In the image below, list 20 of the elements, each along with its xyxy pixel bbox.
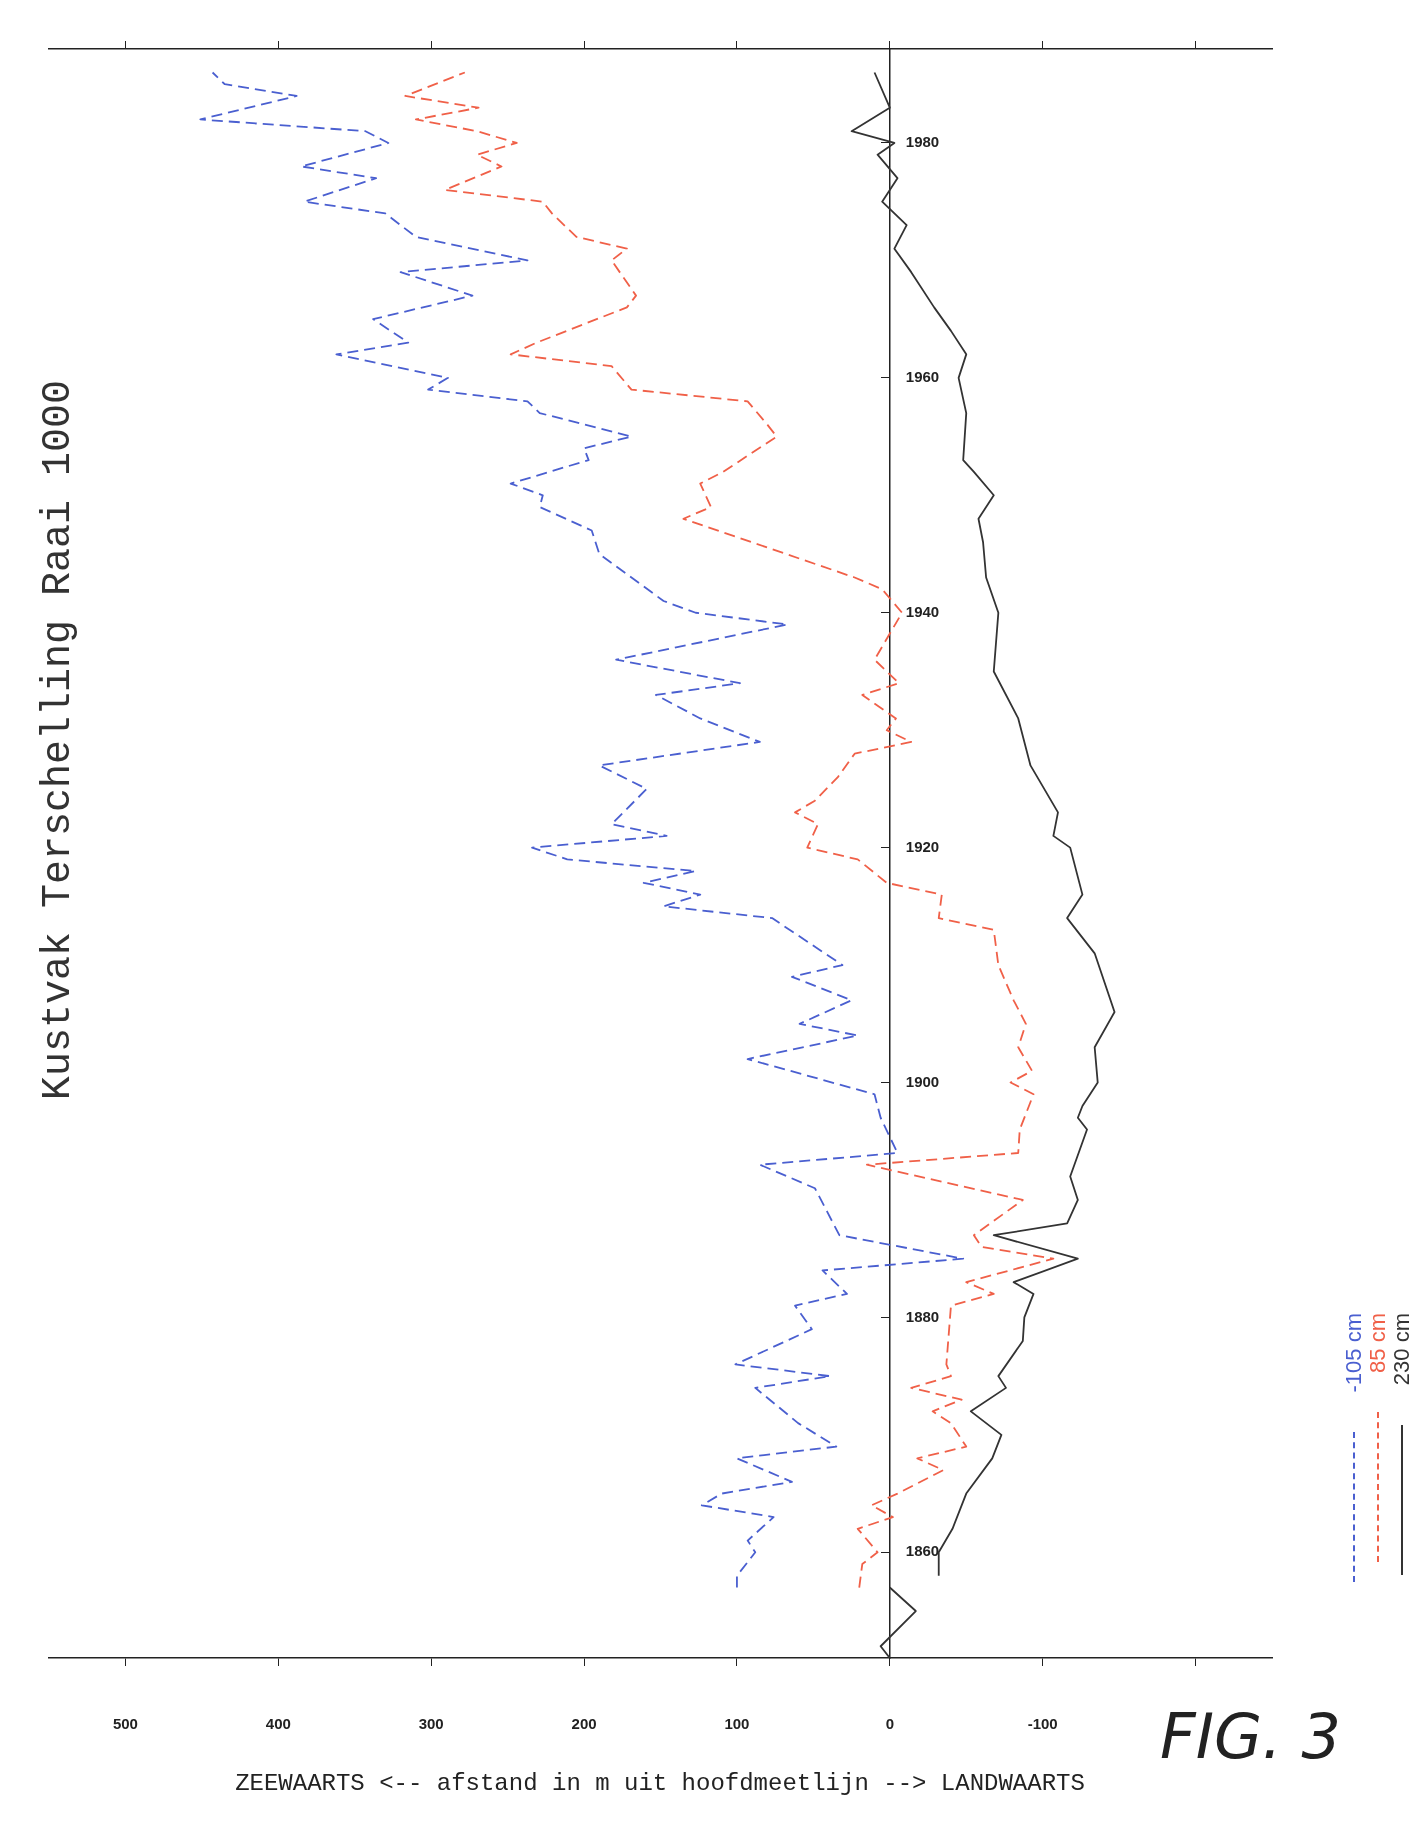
- x-tick-label: 500: [112, 1715, 138, 1733]
- y-tick-label: 1980: [905, 133, 940, 151]
- text: Kustvak Terschelling Raai 1000: [36, 380, 81, 1101]
- caption: FIG. 3: [1160, 1700, 1341, 1773]
- x-tick-label: 100: [724, 1715, 750, 1733]
- text: 85 cm: [1365, 1312, 1391, 1373]
- y-tick-label: 1880: [905, 1307, 940, 1325]
- x-tick-label: 300: [418, 1715, 444, 1733]
- x-tick-label: 200: [571, 1715, 597, 1733]
- y-tick-label: 1860: [905, 1542, 940, 1560]
- x-tick-label: -100: [1027, 1715, 1058, 1733]
- x-tick-label: 400: [265, 1715, 291, 1733]
- x-axis-title: ZEEWAARTS <-- afstand in m uit hoofdmeetlijn --> LANDWAARTS: [234, 1770, 1086, 1797]
- y-tick-label: 1900: [905, 1072, 940, 1090]
- text: 230 cm: [1389, 1312, 1415, 1385]
- y-tick-label: 1920: [905, 837, 940, 855]
- text: -105 cm: [1341, 1312, 1367, 1392]
- y-tick-label: 1940: [905, 602, 940, 620]
- x-tick-label: 0: [885, 1715, 894, 1733]
- y-tick-label: 1960: [905, 367, 940, 385]
